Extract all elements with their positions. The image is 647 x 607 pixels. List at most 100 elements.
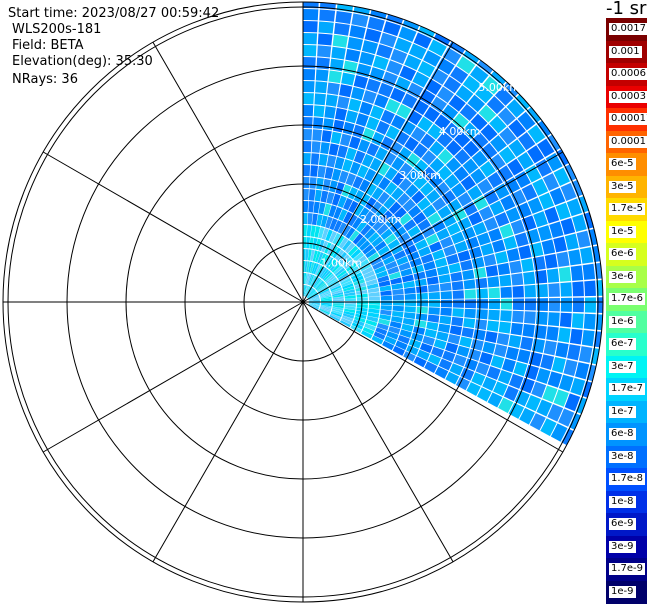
data-gate (500, 310, 512, 322)
data-gate (304, 261, 308, 273)
data-gate (414, 278, 427, 287)
data-gate (312, 237, 318, 250)
data-gate (486, 320, 500, 332)
data-gate (391, 156, 405, 171)
data-gate (511, 273, 524, 286)
data-gate (331, 308, 344, 313)
data-gate (512, 298, 524, 311)
data-gate (318, 239, 325, 252)
data-gate (453, 354, 467, 367)
data-gate (476, 232, 491, 246)
data-gate (407, 82, 424, 99)
data-gate (392, 294, 404, 301)
data-gate (341, 72, 356, 86)
data-gate (303, 141, 312, 153)
data-gate (310, 275, 316, 286)
data-gate (505, 346, 519, 361)
azimuth-spoke (42, 151, 304, 303)
data-gate (575, 362, 590, 380)
data-gate (307, 290, 317, 299)
data-gate (548, 283, 560, 297)
data-gate (495, 251, 509, 264)
data-gate (337, 272, 349, 281)
data-gate (417, 349, 430, 361)
data-gate (332, 119, 345, 133)
data-gate (306, 288, 315, 298)
data-gate (518, 132, 536, 151)
data-gate (402, 317, 415, 326)
data-gate (364, 274, 377, 282)
data-gate (417, 218, 431, 232)
data-gate (367, 312, 380, 319)
data-gate (445, 157, 462, 173)
data-gate (508, 119, 526, 138)
data-gate (361, 153, 374, 168)
data-gate (341, 315, 354, 322)
data-gate (517, 349, 531, 364)
data-gate (434, 114, 451, 131)
data-gate (445, 140, 462, 156)
data-gate (447, 198, 462, 213)
data-gate (374, 240, 387, 252)
data-gate (376, 322, 389, 331)
azimuth-spoke (152, 301, 304, 563)
data-gate (378, 177, 391, 191)
data-gate (357, 259, 370, 269)
data-gate (436, 228, 450, 241)
data-gate (529, 242, 544, 257)
data-gate (436, 265, 450, 276)
data-gate (339, 320, 351, 328)
data-gate (303, 153, 311, 165)
data-gate (309, 177, 317, 189)
data-gate (366, 316, 379, 323)
data-gate (350, 325, 362, 334)
data-gate (445, 371, 460, 385)
elevation-text: Elevation(deg): 35.30 (12, 54, 153, 69)
data-gate (471, 132, 489, 150)
data-gate (422, 335, 435, 346)
data-gate (305, 286, 310, 297)
data-gate (304, 285, 307, 297)
data-gate (525, 165, 542, 183)
data-gate (464, 299, 477, 309)
data-gate (480, 124, 498, 142)
data-gate (588, 228, 598, 246)
data-gate (303, 225, 308, 237)
data-gate (520, 336, 534, 351)
data-gate (464, 308, 476, 319)
range-label: 1.00km (320, 257, 362, 270)
data-gate (348, 98, 362, 112)
data-gate (401, 238, 414, 250)
data-gate (347, 214, 358, 227)
colorbar-tick-label: 1.7e-7 (609, 383, 646, 396)
data-gate (335, 235, 345, 247)
data-gate (391, 283, 404, 290)
data-gate (361, 40, 379, 55)
data-gate (572, 214, 587, 232)
data-gate (367, 16, 385, 32)
data-gate (329, 283, 341, 290)
data-gate (404, 244, 417, 256)
data-gate (525, 394, 541, 412)
data-gate (527, 197, 543, 214)
data-gate (323, 203, 332, 216)
data-gate (560, 297, 572, 312)
data-gate (438, 358, 453, 371)
data-gate (569, 413, 581, 430)
data-gate (520, 377, 535, 394)
data-gate (462, 269, 475, 281)
data-gate (396, 256, 409, 266)
colorbar-title: -1 sr (606, 0, 647, 19)
data-gate (521, 215, 537, 231)
data-gate (317, 266, 326, 277)
data-gate (419, 342, 433, 354)
data-gate (382, 255, 396, 265)
data-gate (356, 307, 368, 312)
data-gate (497, 165, 514, 182)
site-name-text: WLS200s-181 (12, 22, 102, 37)
data-gate (342, 283, 354, 290)
data-gate (318, 288, 330, 295)
data-gate (309, 262, 315, 274)
data-gate (322, 270, 331, 280)
data-gate (356, 289, 368, 295)
